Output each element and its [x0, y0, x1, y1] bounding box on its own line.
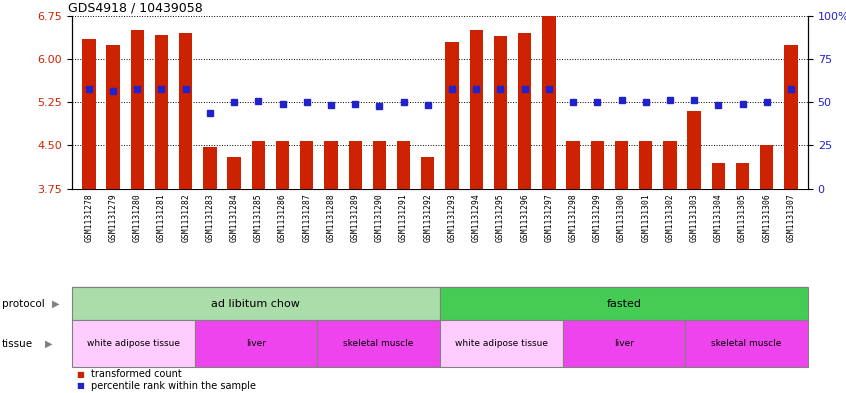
Text: GSM1131282: GSM1131282 — [181, 193, 190, 242]
Text: percentile rank within the sample: percentile rank within the sample — [91, 381, 256, 391]
Text: GSM1131285: GSM1131285 — [254, 193, 263, 242]
Bar — [688, 111, 700, 189]
Text: GSM1131307: GSM1131307 — [787, 193, 795, 242]
Bar — [440, 287, 808, 320]
Bar — [518, 33, 531, 189]
Text: GSM1131296: GSM1131296 — [520, 193, 529, 242]
Text: ▶: ▶ — [52, 299, 60, 309]
Bar — [72, 287, 440, 320]
Bar — [470, 30, 483, 189]
Bar — [736, 163, 750, 189]
Bar — [542, 16, 556, 189]
Text: ad libitum chow: ad libitum chow — [212, 299, 300, 309]
Text: GDS4918 / 10439058: GDS4918 / 10439058 — [69, 2, 203, 15]
Bar — [324, 141, 338, 189]
Text: GSM1131304: GSM1131304 — [714, 193, 722, 242]
Bar — [276, 141, 289, 189]
Bar — [130, 30, 144, 189]
Bar — [397, 141, 410, 189]
Bar — [228, 157, 241, 189]
Text: ▶: ▶ — [45, 339, 52, 349]
Bar — [567, 141, 580, 189]
Bar — [107, 44, 120, 189]
Text: tissue: tissue — [2, 339, 33, 349]
Text: GSM1131298: GSM1131298 — [569, 193, 578, 242]
Bar — [300, 141, 313, 189]
Text: GSM1131283: GSM1131283 — [206, 193, 214, 242]
Text: liver: liver — [246, 340, 266, 348]
Text: GSM1131295: GSM1131295 — [496, 193, 505, 242]
Text: GSM1131281: GSM1131281 — [157, 193, 166, 242]
Text: skeletal muscle: skeletal muscle — [343, 340, 414, 348]
Text: ■: ■ — [76, 382, 84, 390]
Text: ■: ■ — [76, 370, 84, 378]
Bar — [563, 320, 685, 367]
Text: GSM1131280: GSM1131280 — [133, 193, 142, 242]
Text: GSM1131291: GSM1131291 — [399, 193, 408, 242]
Bar — [685, 320, 808, 367]
Bar — [317, 320, 440, 367]
Text: GSM1131306: GSM1131306 — [762, 193, 772, 242]
Text: GSM1131303: GSM1131303 — [689, 193, 699, 242]
Bar — [494, 36, 507, 189]
Bar — [440, 320, 563, 367]
Text: GSM1131284: GSM1131284 — [229, 193, 239, 242]
Text: white adipose tissue: white adipose tissue — [455, 340, 547, 348]
Bar — [179, 33, 192, 189]
Bar — [72, 320, 195, 367]
Text: GSM1131294: GSM1131294 — [472, 193, 481, 242]
Text: GSM1131289: GSM1131289 — [351, 193, 360, 242]
Text: protocol: protocol — [2, 299, 45, 309]
Bar — [251, 141, 265, 189]
Bar — [203, 147, 217, 189]
Bar — [784, 44, 798, 189]
Bar — [373, 141, 386, 189]
Text: skeletal muscle: skeletal muscle — [711, 340, 782, 348]
Text: GSM1131305: GSM1131305 — [738, 193, 747, 242]
Bar — [663, 141, 677, 189]
Text: GSM1131288: GSM1131288 — [327, 193, 336, 242]
Text: liver: liver — [614, 340, 634, 348]
Text: GSM1131290: GSM1131290 — [375, 193, 384, 242]
Bar — [195, 320, 317, 367]
Text: GSM1131287: GSM1131287 — [302, 193, 311, 242]
Text: GSM1131292: GSM1131292 — [423, 193, 432, 242]
Bar — [760, 145, 773, 189]
Text: white adipose tissue: white adipose tissue — [87, 340, 179, 348]
Bar — [155, 35, 168, 189]
Bar — [711, 163, 725, 189]
Bar — [349, 141, 362, 189]
Bar — [639, 141, 652, 189]
Text: GSM1131297: GSM1131297 — [544, 193, 553, 242]
Text: GSM1131279: GSM1131279 — [108, 193, 118, 242]
Bar — [421, 157, 435, 189]
Text: GSM1131302: GSM1131302 — [666, 193, 674, 242]
Bar — [615, 141, 629, 189]
Text: fasted: fasted — [607, 299, 641, 309]
Bar — [445, 42, 459, 189]
Text: GSM1131293: GSM1131293 — [448, 193, 457, 242]
Text: GSM1131301: GSM1131301 — [641, 193, 651, 242]
Bar — [82, 39, 96, 189]
Text: GSM1131278: GSM1131278 — [85, 193, 93, 242]
Text: GSM1131286: GSM1131286 — [278, 193, 287, 242]
Bar — [591, 141, 604, 189]
Text: GSM1131300: GSM1131300 — [617, 193, 626, 242]
Text: GSM1131299: GSM1131299 — [593, 193, 602, 242]
Text: transformed count: transformed count — [91, 369, 182, 379]
